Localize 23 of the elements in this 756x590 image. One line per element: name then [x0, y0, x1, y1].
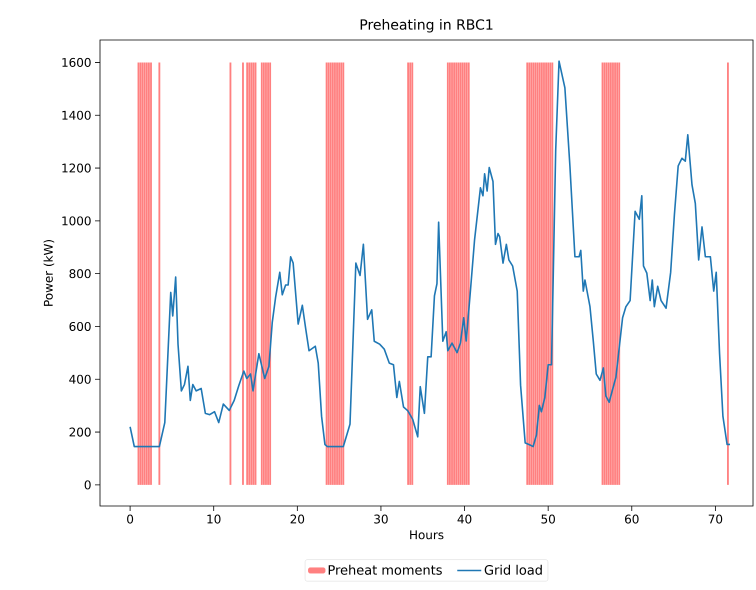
- chart-title: Preheating in RBC1: [360, 19, 492, 33]
- x-tick-label: 50: [541, 514, 555, 524]
- x-tick-label: 10: [207, 514, 221, 524]
- y-tick-label: 400: [69, 374, 91, 384]
- x-tick-label: 30: [374, 514, 388, 524]
- y-tick-label: 1600: [62, 58, 91, 67]
- legend-label: Grid load: [484, 564, 542, 575]
- y-axis-title: Power (kW): [44, 240, 54, 306]
- x-tick-label: 20: [290, 514, 304, 524]
- y-tick-label: 600: [69, 322, 91, 331]
- legend-label: Preheat moments: [328, 564, 442, 575]
- x-axis-title: Hours: [410, 530, 444, 540]
- x-tick-label: 40: [458, 514, 472, 524]
- y-tick-label: 1400: [62, 110, 91, 120]
- y-tick-label: 1200: [62, 164, 91, 173]
- x-tick-label: 60: [625, 514, 639, 524]
- x-tick-label: 70: [708, 514, 722, 524]
- line-series: [129, 60, 731, 448]
- y-tick-label: 1000: [62, 216, 91, 226]
- y-tick-label: 800: [69, 269, 91, 278]
- x-tick-label: 0: [127, 514, 134, 524]
- y-tick-label: 0: [84, 480, 91, 490]
- y-tick-label: 200: [70, 428, 91, 437]
